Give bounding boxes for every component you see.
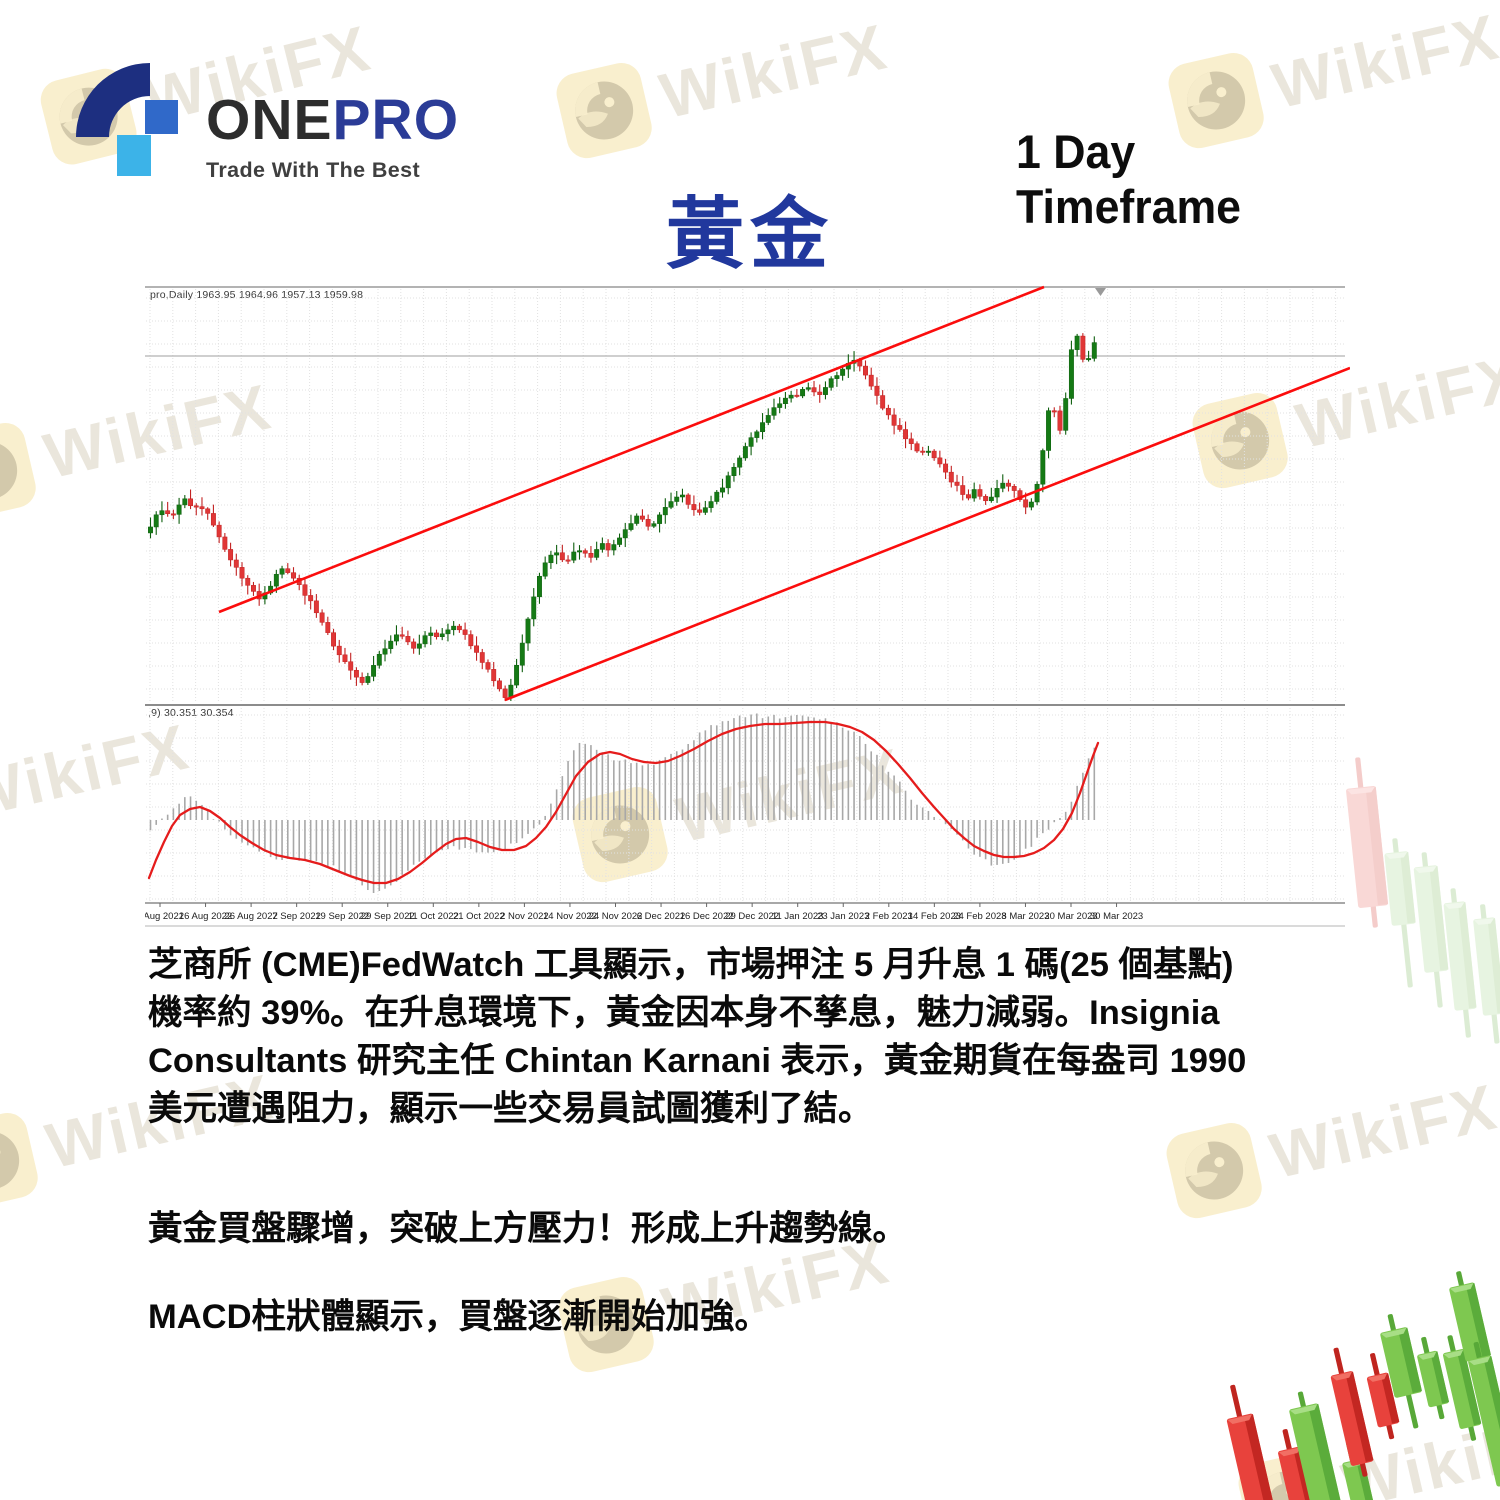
onepro-logo-icon <box>72 58 190 190</box>
x-axis-tick-label: 14 Feb 2023 <box>908 911 961 922</box>
x-axis-tick-label: 16 Dec 2022 <box>680 911 734 922</box>
x-axis-tick-label: 20 Mar 2023 <box>1044 911 1097 922</box>
x-axis-tick-label: 26 Aug 2022 <box>224 911 277 922</box>
analysis-text-line: 機率約 39%。在升息環境下，黃金因本身不孳息，魅力減弱。Insignia <box>148 994 1220 1032</box>
macd-indicator-label: ,9) 30.351 30.354 <box>148 707 234 719</box>
logo-square-top <box>145 100 178 134</box>
logo-square-bottom <box>117 135 151 176</box>
analysis-text-line: 芝商所 (CME)FedWatch 工具顯示，市場押注 5 月升息 1 碼(25… <box>148 946 1234 984</box>
x-axis-tick-label: 24 Feb 2023 <box>953 911 1006 922</box>
analysis-text-line: Consultants 研究主任 Chintan Karnani 表示，黃金期貨… <box>148 1042 1247 1080</box>
logo-tagline: Trade With The Best <box>206 158 421 182</box>
x-axis-tick-label: 21 Oct 2022 <box>453 911 505 922</box>
analysis-text-line: 美元遭遇阻力，顯示一些交易員試圖獲利了結。 <box>148 1090 873 1128</box>
x-axis-tick-label: 7 Sep 2022 <box>272 911 321 922</box>
x-axis-tick-label: 11 Jan 2023 <box>772 911 824 922</box>
x-axis-tick-label: 30 Mar 2023 <box>1090 911 1143 922</box>
analysis-paragraph-3: MACD柱狀體顯示，買盤逐漸開始加強。 <box>148 1298 769 1336</box>
x-axis-tick-label: 29 Dec 2022 <box>725 911 779 922</box>
logo-wordmark: ONEPRO <box>206 88 460 152</box>
logo-arc-shape <box>76 63 150 137</box>
x-axis-tick-label: 14 Nov 2022 <box>543 911 597 922</box>
x-axis-tick-label: 4 Aug 2022 <box>145 911 184 922</box>
analysis-paragraph-1: 芝商所 (CME)FedWatch 工具顯示，市場押注 5 月升息 1 碼(25… <box>148 941 1373 1133</box>
timeframe-label: 1 Day Timeframe <box>1016 125 1242 233</box>
x-axis-tick-label: 2 Nov 2022 <box>500 911 549 922</box>
x-axis-tick-label: 11 Oct 2022 <box>408 911 459 922</box>
page-title: 黃金 <box>665 190 834 278</box>
x-axis-tick-label: 16 Aug 2022 <box>179 911 232 922</box>
onepro-logo: ONEPRO Trade With The Best <box>72 58 459 190</box>
x-axis-tick-label: 23 Jan 2023 <box>817 911 869 922</box>
x-axis-tick-label: 6 Dec 2022 <box>637 911 686 922</box>
x-axis-tick-label: 2 Feb 2023 <box>865 911 913 922</box>
x-axis-tick-label: 24 Nov 2022 <box>589 911 643 922</box>
x-axis-tick-label: 8 Mar 2023 <box>1001 911 1049 922</box>
analysis-paragraph-2: 黃金買盤驟增，突破上方壓力！形成上升趨勢線。 <box>148 1210 907 1248</box>
x-axis-tick-label: 19 Sep 2022 <box>315 911 369 922</box>
x-axis-tick-label: 29 Sep 2022 <box>361 911 415 922</box>
